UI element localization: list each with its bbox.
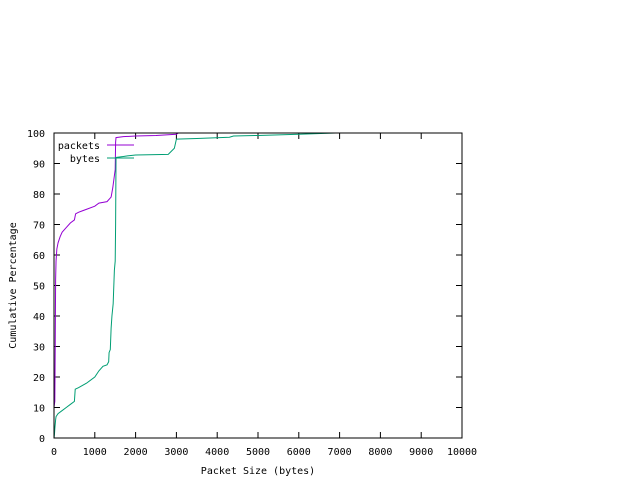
legend: packets bytes	[58, 141, 134, 165]
y-tick-label: 20	[33, 373, 45, 384]
y-tick-label: 80	[33, 190, 45, 201]
y-tick-label: 10	[33, 404, 45, 415]
x-tick-label: 7000	[328, 447, 352, 458]
series-line-bytes	[53, 132, 336, 439]
x-tick-label: 3000	[164, 447, 188, 458]
legend-label-packets: packets	[58, 141, 100, 152]
x-tick-label: 6000	[287, 447, 311, 458]
x-tick-label: 9000	[409, 447, 433, 458]
x-axis-label: Packet Size (bytes)	[201, 466, 315, 477]
x-tick-label: 8000	[368, 447, 392, 458]
axis-ticks: 0 1000 2000 3000 4000 5000 6000 7000 8000 9000 100…	[27, 129, 477, 458]
x-tick-label: 5000	[246, 447, 270, 458]
legend-label-bytes: bytes	[70, 154, 100, 165]
y-tick-label: 40	[33, 312, 45, 323]
x-tick-label: 10000	[447, 447, 477, 458]
y-tick-label: 90	[33, 160, 45, 171]
y-tick-label: 60	[33, 251, 45, 262]
x-tick-label: 2000	[124, 447, 148, 458]
y-tick-label: 30	[33, 343, 45, 354]
series-line-packets	[53, 132, 185, 408]
plot-frame	[53, 132, 463, 439]
x-tick-label: 0	[51, 447, 57, 458]
y-axis-label: Cumulative Percentage	[8, 222, 19, 348]
x-tick-label: 4000	[205, 447, 229, 458]
plot-series	[53, 132, 336, 439]
y-tick-label: 70	[33, 221, 45, 232]
x-tick-label: 1000	[83, 447, 107, 458]
y-tick-label: 50	[33, 282, 45, 293]
y-tick-label: 100	[27, 129, 45, 140]
y-tick-label: 0	[39, 434, 45, 445]
